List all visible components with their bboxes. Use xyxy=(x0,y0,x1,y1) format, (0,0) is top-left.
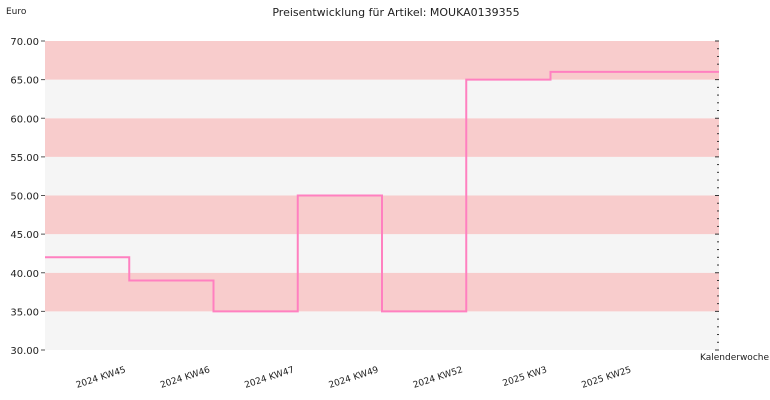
y-tick-label: 35.00 xyxy=(10,307,39,318)
x-axis-label: Kalenderwoche xyxy=(700,353,769,363)
band xyxy=(45,156,719,196)
y-axis-ticks: 30.00 35.00 40.00 45.00 50.00 55.00 60.00 65.00… xyxy=(10,37,719,357)
band xyxy=(45,79,719,119)
y-tick-label: 30.00 xyxy=(10,346,39,357)
y-tick-label: 60.00 xyxy=(10,114,39,125)
x-tick-label: 2025 KW3 xyxy=(502,365,549,389)
chart-title: Preisentwicklung für Artikel: MOUKA01393… xyxy=(272,6,519,19)
band xyxy=(45,41,719,80)
x-tick-label: 2024 KW47 xyxy=(243,365,295,390)
price-line xyxy=(45,70,719,313)
y-axis-label: Euro xyxy=(6,7,27,17)
y-tick-label: 50.00 xyxy=(10,192,39,203)
y-tick-label: 65.00 xyxy=(10,76,39,87)
x-tick-label: 2024 KW46 xyxy=(159,365,212,391)
x-axis-ticks: 2024 KW45 2024 KW46 2024 KW47 2024 KW49 2024… xyxy=(75,365,633,391)
y-tick-label: 45.00 xyxy=(10,230,39,241)
band xyxy=(45,311,719,350)
y-tick-label: 40.00 xyxy=(10,269,39,280)
x-tick-label: 2024 KW45 xyxy=(75,365,127,390)
x-tick-label: 2024 KW52 xyxy=(412,365,464,390)
price-series xyxy=(45,70,719,313)
x-tick-label: 2024 KW49 xyxy=(328,365,381,391)
x-tick-label: 2025 KW25 xyxy=(580,365,632,390)
y-tick-label: 70.00 xyxy=(10,37,39,48)
y-tick-label: 55.00 xyxy=(10,153,39,164)
band xyxy=(45,118,719,157)
